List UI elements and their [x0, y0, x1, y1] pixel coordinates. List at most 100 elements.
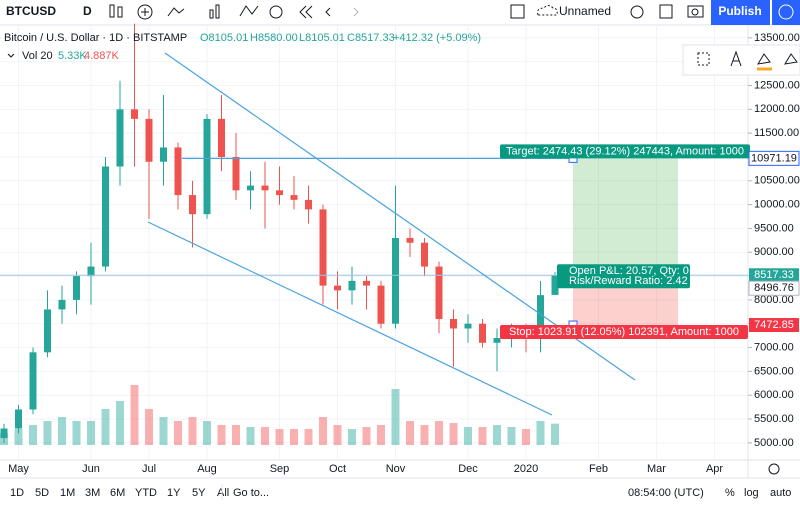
stop-label-box [500, 325, 748, 340]
clock: 08:54:00 (UTC) [628, 487, 704, 499]
range-button[interactable]: 1Y [167, 487, 181, 499]
y-tick-label: 10000.00 [754, 199, 800, 211]
candle-body [450, 318, 457, 329]
legend-name: Bitcoin / U.S. Dollar · 1D · BITSTAMP [4, 32, 187, 44]
legend-open: O8105.01 [200, 32, 248, 44]
log-toggle[interactable]: log [744, 487, 759, 499]
candle-body [421, 242, 428, 267]
volume-bar [304, 429, 313, 445]
vol-name: Vol 20 [22, 50, 53, 62]
vol-value: 5.33K [58, 50, 87, 62]
volume-bar [275, 429, 284, 445]
candle-body [464, 323, 472, 329]
volume-bar [348, 429, 356, 445]
legend-low: L8105.01 [299, 32, 345, 44]
legend-close: C8517.33 [347, 32, 395, 44]
candle-body [116, 109, 124, 167]
goto[interactable]: Go to... [233, 487, 269, 499]
x-tick-label: Jul [142, 463, 156, 475]
candle-body [348, 280, 356, 291]
candle-body [102, 166, 109, 267]
legend-high: H8580.00 [250, 32, 298, 44]
candle-body [189, 195, 196, 215]
x-tick-label: 2020 [514, 463, 538, 475]
y-tick-label: 5500.00 [754, 413, 794, 425]
volume-bar [333, 425, 342, 445]
candle-body [551, 275, 559, 295]
publish-button[interactable] [711, 0, 770, 25]
candle-body [44, 309, 51, 353]
publish-label[interactable]: Publish [718, 4, 761, 18]
y-tick-label: 11500.00 [754, 127, 799, 139]
range-button[interactable]: All [217, 487, 229, 499]
range-button[interactable]: YTD [135, 487, 157, 499]
candle-body [305, 199, 312, 210]
y-tick-label: 10500.00 [754, 175, 800, 187]
volume-bar [87, 421, 95, 445]
cloud-icon[interactable] [537, 5, 558, 16]
toolbar-icons[interactable] [109, 4, 704, 20]
candle-body [160, 147, 167, 162]
volume-bar [478, 427, 487, 445]
volume-bar [72, 421, 81, 445]
volume-bar [435, 421, 443, 445]
y-tick-label: 13500.00 [754, 32, 800, 44]
pnl-label: Open P&L: 20.57, Qty: 0 [569, 265, 689, 277]
candle-body [406, 237, 414, 243]
price-tag-label: 10971.19 [751, 152, 797, 164]
overlay-labels: Target: 2474.43 (29.12%) 247443, Amount:… [500, 144, 800, 340]
volume-bar [58, 417, 66, 445]
volume-bar [319, 417, 327, 445]
toolbar [0, 0, 800, 25]
volume-bar [116, 401, 124, 445]
volume-bar [246, 427, 255, 445]
collapse-icon[interactable] [7, 53, 15, 58]
volume [0, 385, 559, 445]
drawing-toolbar-icons[interactable] [697, 50, 798, 71]
candle-body [247, 185, 254, 191]
candle-body [87, 266, 95, 277]
x-tick-label: Jun [82, 463, 100, 475]
volume-bar [101, 409, 110, 445]
range-button[interactable]: 6M [110, 487, 125, 499]
volume-bar [43, 421, 52, 445]
range-button[interactable]: 1M [60, 487, 75, 499]
range-button[interactable]: 5Y [192, 487, 206, 499]
y-tick-label: 9500.00 [754, 222, 794, 234]
x-tick-label: May [8, 463, 29, 475]
settings-icon[interactable] [768, 463, 780, 475]
bottom-bar: 1D 5D 1M 3M 6M YTD 1Y 5Y All [10, 487, 229, 499]
y-tick-label: 6500.00 [754, 365, 794, 377]
percent-toggle[interactable]: % [725, 487, 735, 499]
rr-label: Risk/Reward Ratio: 2.42 [569, 275, 688, 287]
interval[interactable]: D [83, 4, 92, 18]
price-tag [749, 318, 799, 333]
candle-body [73, 276, 80, 300]
candle-body [363, 280, 370, 286]
candle-body [261, 185, 269, 191]
candle-body [232, 156, 240, 191]
symbol[interactable]: BTCUSD [6, 4, 56, 18]
volume-bar [14, 429, 23, 445]
candle-body [435, 266, 443, 319]
volume-bar [159, 417, 168, 445]
candle-body [479, 323, 486, 343]
replay-icon[interactable] [778, 4, 794, 20]
volume-bar [551, 423, 559, 445]
candle-body [15, 409, 22, 429]
trend-line[interactable] [147, 221, 553, 416]
auto-toggle[interactable]: auto [770, 487, 791, 499]
volume-bar [406, 421, 414, 445]
layout-name[interactable]: Unnamed [559, 4, 611, 18]
y-tick-label: 12000.00 [754, 103, 800, 115]
price-tag-label: 7472.85 [754, 319, 794, 331]
range-button[interactable]: 5D [35, 487, 49, 499]
replay-button[interactable] [772, 0, 800, 25]
range-button[interactable]: 3M [85, 487, 100, 499]
range-button[interactable]: 1D [10, 487, 24, 499]
target-label: Target: 2474.43 (29.12%) 247443, Amount:… [506, 145, 744, 157]
price-tag-label: 8517.33 [754, 269, 794, 281]
drawing-toolbar [682, 44, 800, 76]
volume-bar [362, 427, 371, 445]
